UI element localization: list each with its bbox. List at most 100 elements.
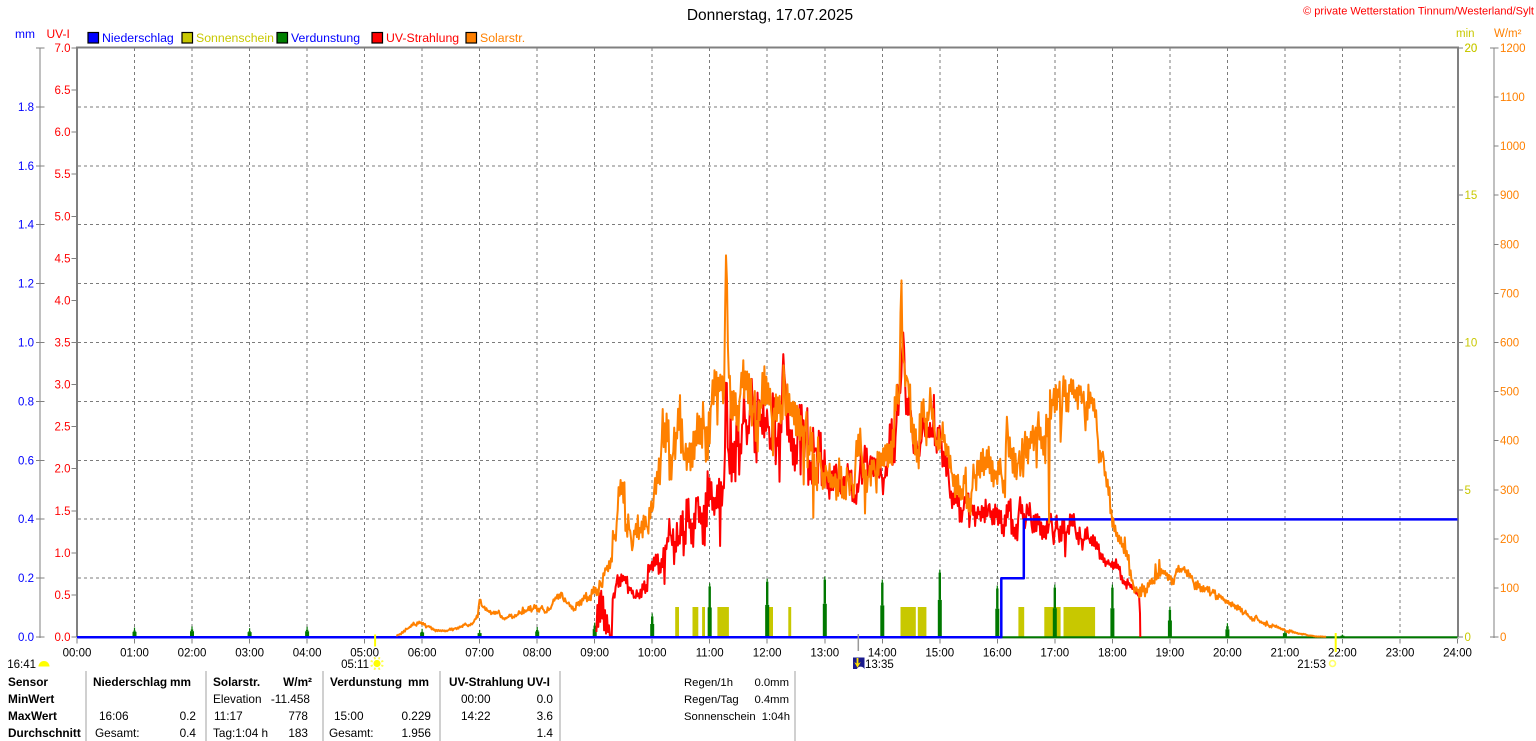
svg-text:6.5: 6.5	[55, 85, 71, 97]
svg-text:UV-Strahlung: UV-Strahlung	[386, 31, 459, 45]
svg-text:Gesamt:: Gesamt:	[95, 726, 140, 740]
svg-text:16:41: 16:41	[7, 659, 36, 671]
svg-text:08:00: 08:00	[523, 648, 552, 660]
svg-text:0.4: 0.4	[180, 726, 197, 740]
svg-text:1.5: 1.5	[55, 506, 71, 518]
svg-text:Tag:1:04 h: Tag:1:04 h	[213, 726, 268, 740]
svg-text:05:00: 05:00	[350, 648, 379, 660]
svg-text:7.0: 7.0	[55, 43, 71, 55]
svg-text:02:00: 02:00	[178, 648, 207, 660]
svg-text:300: 300	[1500, 485, 1519, 497]
svg-text:5.5: 5.5	[55, 169, 71, 181]
svg-text:13:00: 13:00	[810, 648, 839, 660]
svg-text:MinWert: MinWert	[8, 692, 54, 706]
svg-text:W/m²: W/m²	[1494, 28, 1522, 40]
svg-text:5.0: 5.0	[55, 211, 71, 223]
svg-text:700: 700	[1500, 288, 1519, 300]
svg-text:Verdunstung: Verdunstung	[291, 31, 360, 45]
svg-text:05:11: 05:11	[341, 659, 369, 671]
svg-text:100: 100	[1500, 583, 1519, 595]
svg-text:Sonnenschein: Sonnenschein	[196, 31, 274, 45]
svg-text:4.0: 4.0	[55, 295, 71, 307]
svg-text:Verdunstung: Verdunstung	[330, 675, 402, 689]
svg-text:MaxWert: MaxWert	[8, 709, 57, 723]
svg-text:200: 200	[1500, 534, 1519, 546]
svg-text:Regen/Tag: Regen/Tag	[684, 694, 739, 706]
svg-text:UV-I: UV-I	[47, 27, 70, 41]
svg-text:09:00: 09:00	[580, 648, 609, 660]
svg-text:16:00: 16:00	[983, 648, 1012, 660]
svg-text:03:00: 03:00	[235, 648, 264, 660]
svg-text:13:35: 13:35	[865, 659, 894, 671]
svg-text:07:00: 07:00	[465, 648, 494, 660]
svg-text:0.0mm: 0.0mm	[754, 677, 789, 689]
svg-text:0.0: 0.0	[537, 692, 554, 706]
svg-text:1.0: 1.0	[18, 338, 34, 350]
svg-text:800: 800	[1500, 239, 1519, 251]
svg-text:11:00: 11:00	[696, 648, 724, 660]
svg-text:5: 5	[1465, 485, 1471, 497]
svg-text:183: 183	[288, 726, 308, 740]
svg-text:17:00: 17:00	[1040, 648, 1069, 660]
svg-text:3.5: 3.5	[55, 338, 71, 350]
svg-text:0.4mm: 0.4mm	[754, 694, 789, 706]
svg-text:1.0: 1.0	[55, 548, 71, 560]
svg-text:4.5: 4.5	[55, 253, 71, 265]
svg-text:Gesamt:: Gesamt:	[329, 726, 374, 740]
svg-text:2.0: 2.0	[55, 464, 71, 476]
svg-text:3.0: 3.0	[55, 380, 71, 392]
svg-text:00:00: 00:00	[63, 648, 92, 660]
svg-text:21:53: 21:53	[1297, 659, 1326, 671]
svg-text:15:00: 15:00	[334, 709, 364, 723]
svg-text:1200: 1200	[1500, 43, 1526, 55]
svg-text:Niederschlag: Niederschlag	[102, 31, 174, 45]
svg-text:0.229: 0.229	[401, 709, 431, 723]
svg-text:Niederschlag: Niederschlag	[93, 675, 167, 689]
svg-text:Sonnenschein: Sonnenschein	[684, 711, 756, 723]
svg-text:1.4: 1.4	[537, 726, 554, 740]
svg-text:19:00: 19:00	[1156, 648, 1185, 660]
svg-text:500: 500	[1500, 387, 1519, 399]
svg-text:min: min	[1456, 28, 1475, 40]
svg-text:22:00: 22:00	[1328, 648, 1357, 660]
svg-text:1:04h: 1:04h	[762, 711, 790, 723]
svg-text:14:22: 14:22	[461, 709, 491, 723]
svg-text:00:00: 00:00	[461, 692, 491, 706]
svg-text:06:00: 06:00	[408, 648, 437, 660]
svg-text:778: 778	[288, 709, 308, 723]
svg-text:400: 400	[1500, 436, 1519, 448]
svg-text:2.5: 2.5	[55, 422, 71, 434]
svg-text:Solarstr.: Solarstr.	[213, 675, 260, 689]
svg-text:mm: mm	[170, 675, 191, 689]
svg-text:01:00: 01:00	[120, 648, 149, 660]
svg-text:20: 20	[1465, 43, 1478, 55]
svg-text:0.8: 0.8	[18, 396, 34, 408]
svg-text:1.956: 1.956	[401, 726, 431, 740]
svg-text:15:00: 15:00	[925, 648, 954, 660]
svg-text:0.0: 0.0	[55, 632, 71, 644]
svg-text:6.0: 6.0	[55, 127, 71, 139]
svg-text:10:00: 10:00	[638, 648, 667, 660]
svg-text:15: 15	[1465, 190, 1478, 202]
svg-text:-11.458: -11.458	[271, 692, 311, 706]
svg-text:0.6: 0.6	[18, 455, 34, 467]
svg-text:1000: 1000	[1500, 141, 1526, 153]
svg-text:1.2: 1.2	[18, 279, 34, 291]
svg-text:0.0: 0.0	[18, 632, 34, 644]
svg-text:1.8: 1.8	[18, 102, 34, 114]
svg-text:Elevation: Elevation	[213, 692, 262, 706]
svg-text:mm: mm	[408, 675, 429, 689]
svg-text:0: 0	[1500, 632, 1506, 644]
svg-text:20: 20	[1465, 43, 1478, 55]
svg-text:14:00: 14:00	[868, 648, 897, 660]
svg-text:Durchschnitt: Durchschnitt	[8, 726, 81, 740]
svg-text:1.6: 1.6	[18, 161, 34, 173]
svg-text:UV-Strahlung UV-I: UV-Strahlung UV-I	[449, 675, 550, 689]
svg-text:0.2: 0.2	[180, 709, 196, 723]
svg-text:900: 900	[1500, 190, 1519, 202]
svg-text:20:00: 20:00	[1213, 648, 1242, 660]
svg-text:11:17: 11:17	[214, 709, 243, 723]
svg-text:Donnerstag, 17.07.2025: Donnerstag, 17.07.2025	[687, 7, 853, 24]
svg-text:04:00: 04:00	[293, 648, 322, 660]
svg-text:0.4: 0.4	[18, 514, 35, 526]
